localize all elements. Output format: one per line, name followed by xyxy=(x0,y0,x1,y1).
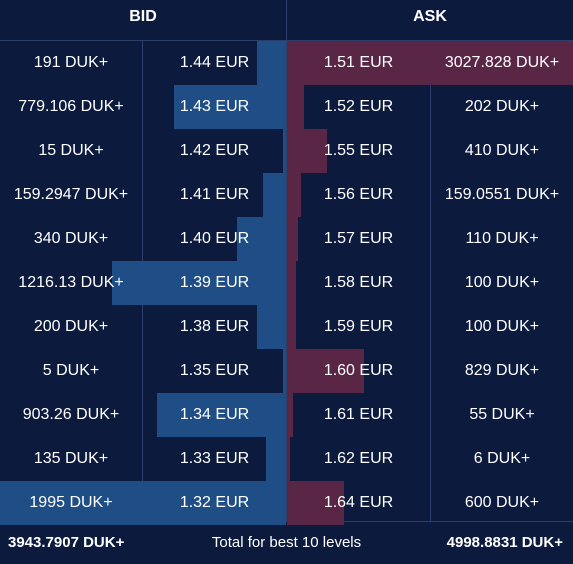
ask-depth-bar xyxy=(287,261,296,305)
bid-price: 1.38 EUR xyxy=(179,318,250,335)
bid-depth-bar xyxy=(157,393,286,437)
bid-depth-bar xyxy=(263,173,286,217)
bid-price: 1.32 EUR xyxy=(179,494,250,511)
ask-price: 1.59 EUR xyxy=(323,318,394,335)
order-book-header: BID ASK xyxy=(0,0,573,40)
ask-depth-bar xyxy=(287,217,298,261)
bid-price: 1.44 EUR xyxy=(179,54,250,71)
bid-depth-bar xyxy=(257,41,286,85)
bid-quantity: 200 DUK+ xyxy=(33,318,109,335)
ask-quantity: 110 DUK+ xyxy=(465,230,539,247)
order-book-row[interactable]: 5 DUK+ 1.35 EUR 1.60 EUR 829 DUK+ xyxy=(0,349,573,393)
order-book-row[interactable]: 1216.13 DUK+ 1.39 EUR 1.58 EUR 100 DUK+ xyxy=(0,261,573,305)
bid-depth-bar xyxy=(283,129,286,173)
bid-price: 1.35 EUR xyxy=(179,362,250,379)
ask-depth-bar xyxy=(287,129,327,173)
bid-depth-bar xyxy=(257,305,286,349)
bid-depth-bar xyxy=(266,437,286,481)
bid-quantity: 159.2947 DUK+ xyxy=(13,186,129,203)
bid-quantity: 15 DUK+ xyxy=(38,142,104,159)
footer-divider xyxy=(0,521,573,522)
ask-price: 1.60 EUR xyxy=(323,362,394,379)
bid-price: 1.41 EUR xyxy=(179,186,250,203)
order-book-row[interactable]: 135 DUK+ 1.33 EUR 1.62 EUR 6 DUK+ xyxy=(0,437,573,481)
center-divider xyxy=(286,0,287,522)
order-book-row[interactable]: 15 DUK+ 1.42 EUR 1.55 EUR 410 DUK+ xyxy=(0,129,573,173)
bid-quantity: 903.26 DUK+ xyxy=(22,406,120,423)
bid-quantity: 340 DUK+ xyxy=(33,230,109,247)
bid-quantity: 779.106 DUK+ xyxy=(18,98,124,115)
bid-price: 1.33 EUR xyxy=(179,450,250,467)
bid-quantity: 5 DUK+ xyxy=(42,362,100,379)
bid-quantity: 135 DUK+ xyxy=(33,450,109,467)
ask-quantity: 6 DUK+ xyxy=(473,450,531,467)
order-book-row[interactable]: 340 DUK+ 1.40 EUR 1.57 EUR 110 DUK+ xyxy=(0,217,573,261)
ask-price: 1.61 EUR xyxy=(323,406,394,423)
ask-price: 1.56 EUR xyxy=(323,186,394,203)
ask-depth-bar xyxy=(287,437,290,481)
ask-price: 1.57 EUR xyxy=(323,230,394,247)
bid-price: 1.42 EUR xyxy=(179,142,250,159)
bid-depth-bar xyxy=(0,481,286,525)
ask-price: 1.52 EUR xyxy=(323,98,394,115)
header-divider xyxy=(0,40,573,41)
ask-quantity: 202 DUK+ xyxy=(464,98,540,115)
bid-quantity: 1995 DUK+ xyxy=(29,494,113,511)
ask-depth-bar xyxy=(287,41,573,85)
bid-depth-bar xyxy=(112,261,286,305)
ask-quantity: 55 DUK+ xyxy=(469,406,535,423)
ask-price: 1.62 EUR xyxy=(323,450,394,467)
ask-quantity: 829 DUK+ xyxy=(464,362,540,379)
ask-quantity: 159.0551 DUK+ xyxy=(444,186,560,203)
ask-price: 1.51 EUR xyxy=(323,54,394,71)
ask-column-divider xyxy=(430,41,431,521)
bid-depth-bar xyxy=(237,217,286,261)
bid-depth-bar xyxy=(283,349,286,393)
ask-depth-bar xyxy=(287,305,296,349)
bid-price: 1.43 EUR xyxy=(179,98,250,115)
ask-depth-bar xyxy=(287,481,344,525)
order-book-row[interactable]: 903.26 DUK+ 1.34 EUR 1.61 EUR 55 DUK+ xyxy=(0,393,573,437)
ask-depth-bar xyxy=(287,393,293,437)
bid-price: 1.39 EUR xyxy=(179,274,250,291)
order-book-row[interactable]: 779.106 DUK+ 1.43 EUR 1.52 EUR 202 DUK+ xyxy=(0,85,573,129)
ask-quantity: 100 DUK+ xyxy=(464,318,540,335)
bid-depth-bar xyxy=(174,85,286,129)
ask-depth-bar xyxy=(287,85,304,129)
bid-price: 1.40 EUR xyxy=(179,230,250,247)
bid-quantity: 191 DUK+ xyxy=(33,54,109,71)
order-book-row[interactable]: 1995 DUK+ 1.32 EUR 1.64 EUR 600 DUK+ xyxy=(0,481,573,525)
ask-quantity: 410 DUK+ xyxy=(464,142,540,159)
bid-header: BID xyxy=(129,8,157,25)
bid-quantity: 1216.13 DUK+ xyxy=(18,274,124,291)
bid-total: 3943.7907 DUK+ xyxy=(8,534,125,551)
order-book-footer: 3943.7907 DUK+ Total for best 10 levels … xyxy=(0,522,573,558)
order-book-row[interactable]: 159.2947 DUK+ 1.41 EUR 1.56 EUR 159.0551 DU… xyxy=(0,173,573,217)
ask-quantity: 3027.828 DUK+ xyxy=(444,54,560,71)
ask-depth-bar xyxy=(287,349,364,393)
ask-header: ASK xyxy=(413,8,447,25)
order-book-row[interactable]: 200 DUK+ 1.38 EUR 1.59 EUR 100 DUK+ xyxy=(0,305,573,349)
bid-price: 1.34 EUR xyxy=(179,406,250,423)
ask-quantity: 600 DUK+ xyxy=(464,494,540,511)
ask-total: 4998.8831 DUK+ xyxy=(446,534,563,551)
ask-price: 1.64 EUR xyxy=(323,494,394,511)
order-book-row[interactable]: 191 DUK+ 1.44 EUR 1.51 EUR 3027.828 DUK+ xyxy=(0,41,573,85)
ask-price: 1.58 EUR xyxy=(323,274,394,291)
ask-price: 1.55 EUR xyxy=(323,142,394,159)
ask-quantity: 100 DUK+ xyxy=(464,274,540,291)
total-label: Total for best 10 levels xyxy=(211,534,362,551)
ask-depth-bar xyxy=(287,173,301,217)
